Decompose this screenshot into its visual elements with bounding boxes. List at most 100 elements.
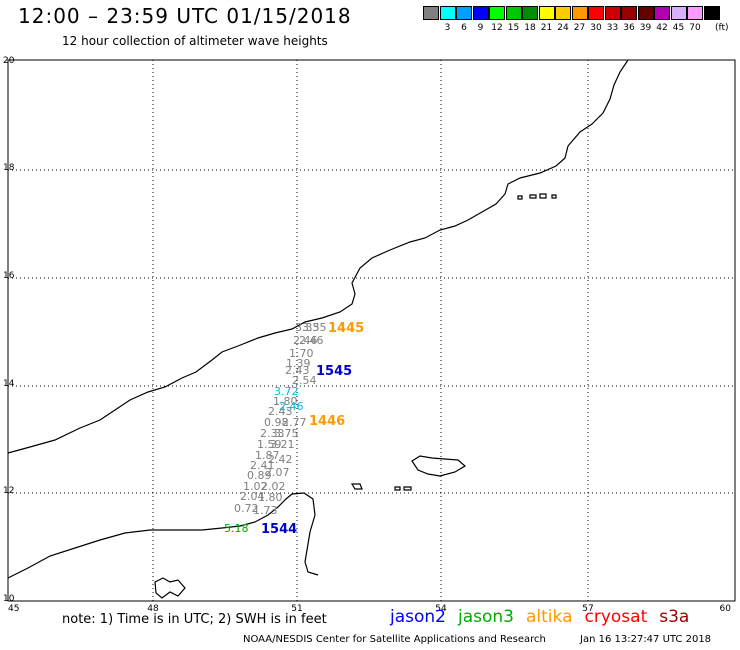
scale-label: 42 — [656, 23, 668, 33]
scale-swatch — [703, 6, 720, 20]
generation-timestamp: Jan 16 13:27:47 UTC 2018 — [580, 634, 712, 645]
scale-swatch — [654, 6, 670, 20]
swh-value-label: 1.80 — [273, 395, 298, 408]
latitude-tick-label: 20 — [3, 56, 15, 66]
scale-swatch — [571, 6, 588, 20]
swh-value-label: 0.98 — [264, 416, 289, 429]
map-frame — [7, 59, 736, 602]
swh-value-label: 1.87 — [255, 449, 280, 462]
swh-value-label: 2.07 — [265, 466, 290, 479]
scale-label: 30 — [590, 23, 602, 33]
scale-label: 70 — [689, 23, 701, 33]
scale-label: 18 — [524, 23, 536, 33]
scale-swatch — [505, 6, 522, 20]
scale-swatch — [604, 6, 621, 20]
swh-value-label: 2.04 — [240, 490, 265, 503]
latitude-tick-label: 18 — [3, 163, 15, 173]
scale-swatch — [621, 6, 637, 20]
swh-value-label: 3.35 — [295, 321, 320, 334]
swh-value-label: 1.02 — [243, 480, 268, 493]
swh-value-label: 2.46 — [293, 334, 318, 347]
legend-entry-cryosat: cryosat — [584, 607, 648, 627]
scale-swatch — [538, 6, 555, 20]
pass-time-labels: 1445 1545 1446 1544 — [261, 321, 364, 537]
longitude-tick-label: 45 — [8, 604, 19, 614]
scale-swatch — [555, 6, 571, 20]
swh-value-label: 0.72 — [234, 502, 259, 515]
legend-entry-jason3: jason3 — [458, 607, 514, 627]
scale-label: 33 — [606, 23, 619, 33]
latitude-tick-label: 12 — [3, 486, 14, 496]
map-title: 12:00 – 23:59 UTC 01/15/2018 — [18, 4, 352, 28]
swh-value-label: 1.80 — [258, 491, 283, 504]
scale-swatch — [637, 6, 654, 20]
swh-value-label: 1.39 — [286, 357, 311, 370]
swh-value-label: 2.33 — [260, 427, 285, 440]
latitude-tick-label: 16 — [3, 271, 15, 281]
swh-value-label: 2.43 — [268, 405, 293, 418]
swh-value-label: 3.75 — [274, 427, 299, 440]
scale-label: 45 — [672, 23, 685, 33]
swh-value-label: 2.46 — [279, 400, 304, 413]
scale-swatch — [687, 6, 703, 20]
coastline — [7, 59, 629, 599]
swh-value-label: 1.59 — [257, 438, 282, 451]
swh-observations: 3.353.352.462.461.701.392.432.543.721.80… — [224, 321, 327, 535]
longitude-tick-label: 60 — [720, 604, 732, 614]
credit-line: NOAA/NESDIS Center for Satellite Applica… — [243, 634, 546, 645]
map-note: note: 1) Time is in UTC; 2) SWH is in fe… — [62, 612, 327, 627]
scale-swatch — [472, 6, 489, 20]
longitude-tick-label: 54 — [435, 604, 447, 614]
swh-value-label: 1.70 — [289, 347, 314, 360]
scale-swatch — [522, 6, 538, 20]
pass-time-label: 1446 — [309, 414, 345, 429]
swh-value-label: 3.21 — [270, 438, 295, 451]
swh-value-label: 0.89 — [247, 469, 272, 482]
longitude-tick-label: 57 — [582, 604, 593, 614]
satellite-legend: jason2 jason3 altika cryosat s3a — [390, 607, 701, 627]
scale-label: 3 — [444, 23, 451, 33]
scale-swatch — [423, 6, 439, 20]
scale-swatch — [670, 6, 687, 20]
scale-label: 9 — [477, 23, 484, 33]
swh-value-label: 2.46 — [299, 334, 324, 347]
pass-time-label: 1544 — [261, 522, 297, 537]
latitude-labels: 20 18 16 14 12 10 — [3, 56, 15, 604]
scale-swatch — [489, 6, 505, 20]
legend-entry-s3a: s3a — [659, 607, 690, 627]
scale-label: 39 — [639, 23, 652, 33]
scale-label: 12 — [491, 23, 503, 33]
swh-value-label: 3.35 — [302, 321, 327, 334]
pass-time-label: 1445 — [328, 321, 364, 336]
swh-value-label: 3.72 — [274, 385, 299, 398]
scale-label: 15 — [507, 23, 520, 33]
legend-entry-jason2: jason2 — [390, 607, 446, 627]
legend-entry-altika: altika — [526, 607, 573, 627]
scale-swatch — [588, 6, 604, 20]
longitude-tick-label: 51 — [291, 604, 302, 614]
scale-swatch — [456, 6, 472, 20]
scale-label: 27 — [573, 23, 586, 33]
swh-value-label: 5.18 — [224, 522, 249, 535]
scale-label: 36 — [623, 23, 635, 33]
swh-value-label: 2.77 — [282, 416, 307, 429]
pass-time-label: 1545 — [316, 364, 352, 379]
longitude-labels: 45 48 51 54 57 60 — [8, 604, 731, 614]
swh-value-label: 2.02 — [261, 480, 286, 493]
map-subtitle: 12 hour collection of altimeter wave hei… — [62, 34, 328, 48]
scale-label: 24 — [557, 23, 569, 33]
scale-label: 21 — [540, 23, 553, 33]
lat-lon-grid — [8, 60, 735, 601]
longitude-tick-label: 48 — [147, 604, 159, 614]
scale-label: 6 — [461, 23, 467, 33]
scale-swatch — [439, 6, 456, 20]
latitude-tick-label: 14 — [3, 379, 15, 389]
latitude-tick-label: 10 — [3, 594, 15, 604]
swh-value-label: 1.73 — [253, 504, 278, 517]
swh-value-label: 2.42 — [268, 453, 293, 466]
scale-unit: (ft) — [715, 23, 729, 33]
swh-value-label: 2.54 — [292, 374, 317, 387]
swh-value-label: 2.43 — [285, 364, 310, 377]
swh-value-label: 2.41 — [250, 459, 275, 472]
